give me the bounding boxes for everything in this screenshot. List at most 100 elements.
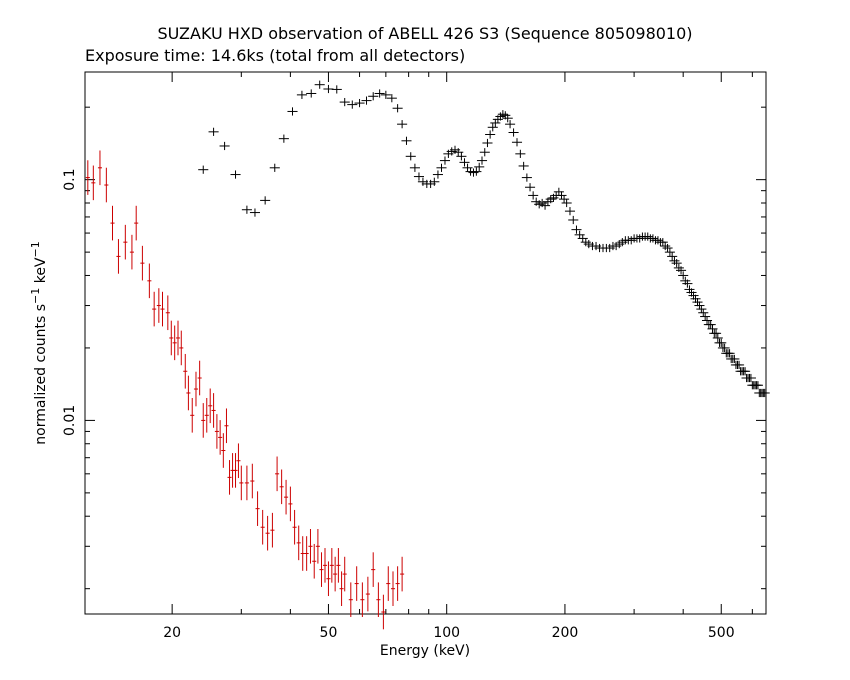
data-point	[214, 414, 219, 449]
data-point	[296, 525, 301, 561]
x-tick-label: 20	[163, 625, 181, 641]
data-point	[160, 291, 165, 327]
data-point	[227, 460, 232, 495]
data-point	[392, 104, 403, 113]
data-point	[208, 127, 219, 136]
data-point	[279, 469, 284, 505]
data-point	[759, 388, 770, 398]
data-point	[479, 148, 490, 157]
data-point	[278, 134, 289, 143]
data-point	[662, 243, 673, 253]
data-point	[322, 548, 328, 583]
data-point	[287, 107, 298, 116]
data-point	[705, 320, 716, 329]
data-point	[129, 234, 134, 270]
data-point	[381, 594, 386, 630]
data-point	[152, 291, 157, 327]
data-point	[219, 141, 230, 151]
data-point	[319, 552, 324, 587]
data-point	[380, 90, 391, 99]
data-point	[85, 160, 90, 195]
x-tick-label: 500	[708, 625, 735, 641]
data-point	[515, 149, 526, 158]
data-point	[348, 582, 353, 618]
data-point	[626, 236, 637, 245]
series-gso-detector	[85, 150, 405, 630]
data-point	[490, 118, 501, 128]
data-point	[204, 398, 209, 433]
data-point	[564, 207, 576, 216]
data-point	[559, 195, 570, 204]
data-point	[482, 138, 493, 148]
data-point	[239, 465, 244, 501]
data-point	[405, 152, 416, 161]
data-point	[669, 256, 680, 265]
y-axis-label: normalized counts s−1 keV−1	[29, 241, 49, 444]
data-point	[275, 456, 280, 492]
data-point	[250, 463, 255, 499]
data-point	[224, 408, 229, 444]
data-point	[147, 263, 152, 299]
data-point	[165, 295, 170, 331]
data-point	[249, 208, 261, 217]
data-point	[521, 173, 532, 182]
data-point	[671, 259, 682, 268]
data-point	[497, 110, 508, 119]
data-point	[211, 393, 216, 428]
data-point	[333, 556, 338, 592]
data-point	[368, 92, 379, 101]
data-point	[634, 234, 645, 243]
data-point	[729, 354, 740, 364]
data-point	[183, 353, 188, 389]
data-point	[485, 130, 496, 139]
data-point	[740, 367, 751, 376]
data-point	[376, 582, 381, 618]
data-point	[123, 224, 128, 260]
data-point	[468, 168, 479, 177]
data-point	[233, 453, 238, 488]
data-point	[244, 465, 249, 501]
data-point	[104, 167, 109, 203]
data-point	[110, 205, 115, 241]
data-point	[401, 136, 412, 145]
data-point	[221, 433, 226, 468]
data-point	[134, 205, 139, 241]
data-point	[308, 528, 313, 564]
data-point	[745, 373, 756, 383]
data-point	[292, 509, 297, 545]
data-point	[326, 561, 331, 597]
data-point	[417, 177, 428, 186]
data-point	[342, 556, 347, 592]
data-point	[172, 325, 177, 361]
x-axis-ticks	[171, 72, 753, 614]
data-point	[197, 360, 202, 396]
data-point	[657, 238, 668, 247]
data-point	[198, 165, 209, 174]
data-point	[260, 509, 265, 545]
data-point	[712, 333, 723, 343]
data-point	[306, 89, 317, 98]
data-point	[694, 301, 705, 310]
data-point	[169, 320, 174, 356]
data-point	[386, 94, 397, 103]
x-tick-labels: 20 50 100 200 500	[163, 625, 734, 641]
data-point	[269, 163, 280, 172]
data-point	[474, 162, 485, 171]
data-point	[660, 241, 671, 251]
data-point	[255, 491, 260, 526]
data-point	[140, 245, 145, 281]
data-point	[371, 552, 376, 587]
data-point	[487, 123, 498, 132]
data-point	[553, 187, 564, 196]
data-point	[690, 294, 701, 303]
data-point	[312, 543, 317, 579]
plot-frame	[84, 71, 767, 615]
x-tick-label: 50	[320, 625, 338, 641]
data-point	[707, 324, 718, 333]
data-point	[675, 266, 687, 275]
data-point	[354, 98, 365, 108]
y-tick-label: 0.1	[62, 169, 78, 191]
data-point	[201, 403, 206, 438]
data-point	[354, 566, 359, 601]
data-point	[752, 381, 763, 390]
